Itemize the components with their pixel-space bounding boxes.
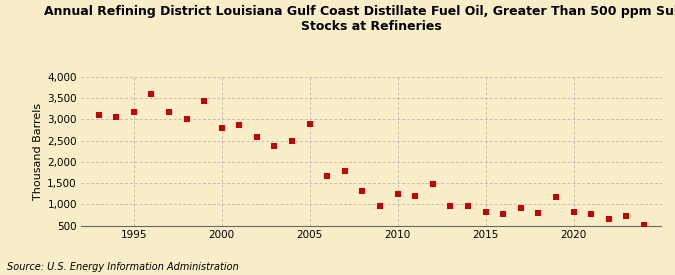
Point	[269, 144, 280, 148]
Point	[198, 99, 209, 103]
Point	[93, 113, 104, 117]
Point	[304, 122, 315, 126]
Point	[603, 217, 614, 221]
Point	[111, 115, 122, 120]
Point	[392, 191, 403, 196]
Point	[639, 222, 649, 227]
Point	[533, 211, 544, 215]
Point	[357, 189, 368, 193]
Point	[181, 117, 192, 121]
Point	[375, 204, 385, 209]
Point	[128, 110, 139, 114]
Point	[586, 212, 597, 217]
Point	[252, 135, 263, 139]
Point	[445, 204, 456, 208]
Point	[462, 204, 473, 208]
Point	[516, 205, 526, 210]
Point	[322, 174, 333, 178]
Point	[410, 194, 421, 199]
Text: Source: U.S. Energy Information Administration: Source: U.S. Energy Information Administ…	[7, 262, 238, 272]
Point	[146, 92, 157, 96]
Y-axis label: Thousand Barrels: Thousand Barrels	[33, 103, 43, 200]
Point	[163, 110, 174, 114]
Point	[497, 212, 508, 217]
Point	[551, 194, 562, 199]
Text: Annual Refining District Louisiana Gulf Coast Distillate Fuel Oil, Greater Than : Annual Refining District Louisiana Gulf …	[44, 6, 675, 34]
Point	[427, 182, 438, 186]
Point	[287, 139, 298, 143]
Point	[568, 210, 579, 214]
Point	[480, 210, 491, 214]
Point	[216, 126, 227, 130]
Point	[340, 169, 350, 173]
Point	[234, 123, 245, 127]
Point	[621, 214, 632, 218]
